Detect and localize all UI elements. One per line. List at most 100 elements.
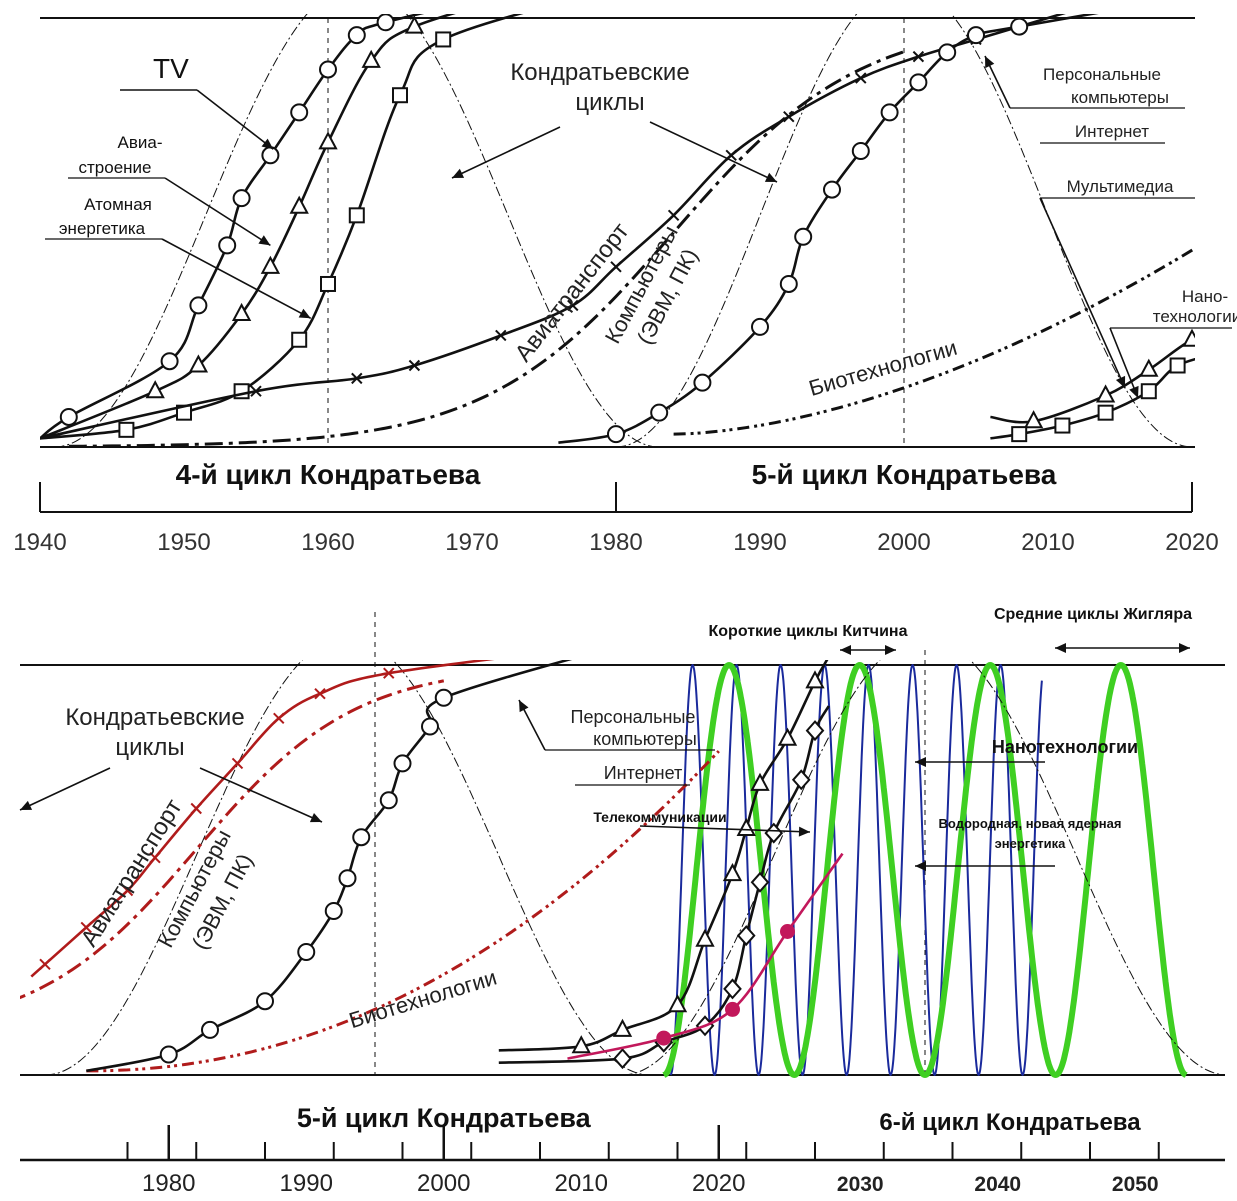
tv-point [59, 407, 78, 426]
pc-point [693, 373, 712, 392]
pc-point [201, 1020, 219, 1039]
tv-point [261, 146, 280, 165]
bottom-x-tick-label: 2040 [974, 1173, 1021, 1196]
pc-point [909, 73, 928, 92]
kondratiev-label-line1: Кондратьевские [65, 704, 244, 731]
aviation_mfg-point [231, 302, 252, 322]
air_transport-point [408, 359, 421, 372]
aviation-mfg-arrow-head [258, 235, 271, 246]
aviation_mfg-point [188, 354, 209, 373]
top-x-tick-label: 2010 [1021, 529, 1074, 556]
bottom-x-tick-label: 2020 [692, 1170, 745, 1196]
kondratiev-arrow-left-head [20, 800, 33, 810]
air_transport-point [610, 261, 622, 273]
kondratiev-arrow-right-line [649, 121, 778, 183]
energy-label-line1: Водородная, новая ядерная [939, 816, 1122, 831]
pc-point [938, 43, 957, 62]
nuclear-point [435, 31, 452, 48]
top-x-tick-label: 1940 [13, 529, 66, 556]
nuclear-arrow-line [161, 238, 312, 320]
kondratiev-arrow-left-line [451, 126, 561, 179]
nano-point [1140, 383, 1157, 400]
telecom-point [722, 862, 743, 882]
tv-arrow-head [261, 138, 274, 150]
biotech-curve [86, 750, 720, 1073]
air_transport-point [273, 712, 285, 725]
kondratiev-arrow-right-head [764, 172, 777, 182]
kondratiev-arrow-right-line [199, 767, 323, 823]
kitchin-label: Короткие циклы Китчина [709, 623, 908, 640]
multimedia-point [1139, 358, 1159, 377]
air_transport-point [495, 329, 507, 342]
top-x-tick-label: 1950 [157, 529, 210, 556]
kondratiev-arrow-left-line [19, 767, 111, 811]
pc-label-line2: компьютеры [1071, 88, 1169, 107]
air_transport-point [190, 802, 202, 815]
kondratiev-label-line1: Кондратьевские [510, 59, 689, 86]
pc-point [1010, 17, 1029, 36]
nano-point [736, 925, 756, 947]
air_transport-point [912, 50, 925, 63]
energy-point [725, 1001, 740, 1017]
telecom-point [736, 817, 756, 836]
nuclear-label-line2: энергетика [59, 219, 146, 238]
nano-arrow-head [1129, 385, 1139, 398]
tv-point [290, 103, 309, 122]
computers-curve [68, 50, 905, 448]
pc-point [794, 227, 813, 246]
juglar-arrow-right-head [1179, 643, 1190, 653]
kitchin-arrow-left-head [840, 645, 851, 655]
pc-arrow-head [985, 56, 995, 69]
nano-label-line2: технологии [1153, 307, 1237, 326]
pc-point [159, 1045, 178, 1064]
nano-arrow-line [1109, 327, 1139, 399]
top-chart: 1940 1950 1960 1970 1980 1990 2000 2010 2020 4-й … [13, 14, 1237, 556]
juglar-cycle-curve [662, 662, 1188, 1079]
telecom-point [612, 1018, 633, 1037]
juglar-label: Средние циклы Жигляра [994, 606, 1192, 623]
pc-point [393, 754, 412, 773]
pc-label-line2: компьютеры [593, 729, 697, 749]
pc-point [779, 274, 798, 293]
pc-point [379, 791, 398, 810]
nuclear-point [348, 207, 365, 224]
aviation_mfg-point [318, 131, 338, 150]
air_transport-point [250, 385, 262, 397]
pc-point [256, 992, 274, 1011]
kondratiev-arrow-right-head [309, 812, 322, 823]
tv-point [160, 352, 179, 371]
nano-point [723, 978, 742, 1000]
aviation_mfg-point [145, 380, 165, 399]
top-cycle-label-5: 5-й цикл Кондратьева [752, 459, 1057, 490]
pc-point [823, 180, 841, 199]
nuclear-point [320, 275, 336, 292]
kondratiev-arrow-left-head [452, 168, 465, 178]
nano-point [1011, 426, 1028, 443]
bottom-x-tick-label: 2030 [837, 1173, 884, 1196]
nuclear-label-line1: Атомная [84, 195, 152, 214]
pc-point [352, 828, 371, 847]
tv-point [376, 14, 395, 32]
multimedia-label: Мультимедиа [1067, 177, 1174, 196]
top-x-tick-label: 1970 [445, 529, 498, 556]
pc-point [324, 902, 343, 920]
top-plot-area [40, 14, 1195, 448]
top-x-tick-label: 1980 [589, 529, 642, 556]
tv-curve [40, 14, 425, 440]
top-x-tick-label: 2020 [1165, 529, 1218, 556]
pc-label-line1: Персональные [571, 707, 696, 727]
nano-point [1169, 357, 1186, 374]
pc-point [338, 869, 357, 888]
telecom-point [805, 670, 825, 689]
telecom-point [750, 772, 770, 791]
tv-point [218, 236, 237, 255]
air_transport-point [351, 372, 363, 385]
top-x-tick-label: 1960 [301, 529, 354, 556]
nano-point [1054, 417, 1071, 434]
tv-arrow-line [196, 89, 274, 150]
air_transport-point [39, 958, 51, 971]
bottom-x-tick-label: 1990 [280, 1170, 333, 1196]
aviation-mfg-arrow-line [164, 177, 271, 247]
